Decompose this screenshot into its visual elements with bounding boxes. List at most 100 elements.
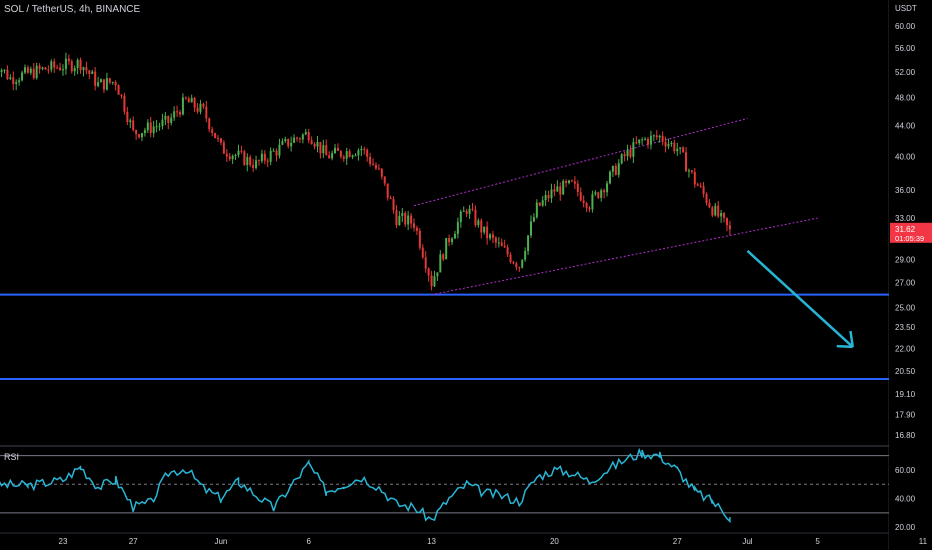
y-tick-label: 60.00: [895, 22, 916, 31]
candle-body: [246, 157, 249, 166]
candle-body: [35, 65, 38, 79]
candle-body: [468, 208, 471, 214]
y-tick-label: 22.00: [895, 344, 916, 353]
candle-body: [679, 147, 682, 149]
channel-upper-line: [413, 117, 748, 207]
candle-body: [705, 193, 708, 204]
candle-body: [723, 212, 726, 218]
x-tick-label: 13: [427, 537, 436, 546]
candle-body: [442, 254, 445, 260]
candle-body: [82, 67, 85, 71]
candle-body: [208, 118, 211, 130]
candle-body: [190, 97, 193, 103]
candle-body: [565, 180, 568, 184]
candle-body: [155, 126, 158, 128]
candlestick-series: [0, 52, 731, 291]
projection-arrow[interactable]: [746, 249, 854, 349]
candle-body: [699, 185, 702, 187]
candle-body: [129, 120, 132, 123]
chart-title: SOL / TetherUS, 4h, BINANCE: [4, 4, 141, 15]
candle-body: [480, 220, 483, 233]
candle-body: [266, 160, 269, 162]
candle-body: [199, 103, 202, 112]
x-tick-label: Jul: [742, 537, 752, 546]
channel-lower-line: [431, 217, 818, 296]
candle-body: [664, 141, 667, 147]
candle-body: [298, 138, 301, 140]
candle-body: [614, 165, 617, 175]
candle-body: [620, 154, 623, 164]
candle-body: [301, 134, 304, 140]
candle-body: [255, 160, 258, 169]
candle-body: [234, 155, 237, 157]
rsi-line: [0, 447, 731, 524]
candle-body: [439, 254, 442, 273]
candle-body: [453, 233, 456, 239]
candle-body: [287, 138, 290, 147]
candle-body: [363, 148, 366, 150]
candle-body: [143, 130, 146, 134]
candle-body: [187, 98, 190, 103]
candle-body: [632, 142, 635, 157]
candle-body: [708, 203, 711, 208]
price-channel[interactable]: [413, 117, 818, 296]
candle-body: [459, 211, 462, 223]
candle-body: [138, 134, 141, 138]
candle-body: [714, 205, 717, 216]
candle-body: [351, 155, 354, 157]
y-tick-label: 56.00: [895, 44, 916, 53]
candle-body: [211, 129, 214, 133]
rsi-tick-label: 20.00: [895, 523, 916, 532]
candle-body: [263, 153, 266, 161]
candle-body: [304, 131, 307, 135]
candle-body: [462, 210, 465, 212]
candle-body: [257, 160, 260, 162]
candle-body: [386, 183, 389, 198]
candle-body: [3, 69, 6, 71]
candle-body: [532, 217, 535, 222]
candle-body: [690, 170, 693, 172]
candle-body: [421, 247, 424, 258]
candle-body: [15, 82, 18, 85]
x-tick-label: 20: [550, 537, 559, 546]
candle-body: [486, 226, 489, 239]
x-tick-label: 5: [815, 537, 820, 546]
candle-body: [184, 97, 187, 99]
candle-body: [79, 59, 82, 71]
x-tick-label: 6: [306, 537, 311, 546]
x-tick-label: 23: [59, 537, 68, 546]
rsi-pane-label: RSI: [4, 452, 20, 462]
candle-body: [374, 164, 377, 169]
candle-body: [494, 237, 497, 243]
candle-body: [524, 251, 527, 260]
candle-body: [603, 190, 606, 193]
candle-body: [606, 183, 609, 193]
candle-body: [240, 150, 243, 152]
candle-body: [41, 67, 44, 69]
candle-body: [626, 149, 629, 157]
candle-body: [550, 189, 553, 199]
candle-body: [360, 148, 363, 151]
candle-body: [456, 222, 459, 234]
candle-body: [451, 238, 454, 243]
candle-body: [102, 79, 105, 90]
candle-body: [202, 103, 205, 107]
y-tick-label: 17.90: [895, 411, 916, 420]
candle-body: [44, 67, 47, 70]
candle-body: [243, 151, 246, 166]
candle-body: [398, 216, 401, 226]
arrow-shaft: [746, 249, 854, 348]
candle-body: [21, 72, 24, 81]
y-tick-label: 36.00: [895, 186, 916, 195]
candle-body: [503, 246, 506, 248]
candle-body: [369, 156, 372, 164]
candle-body: [108, 78, 111, 83]
candle-body: [541, 200, 544, 206]
candle-body: [167, 115, 170, 123]
candle-body: [559, 186, 562, 195]
candle-body: [711, 207, 714, 216]
candle-body: [693, 171, 696, 185]
candle-body: [26, 67, 29, 73]
